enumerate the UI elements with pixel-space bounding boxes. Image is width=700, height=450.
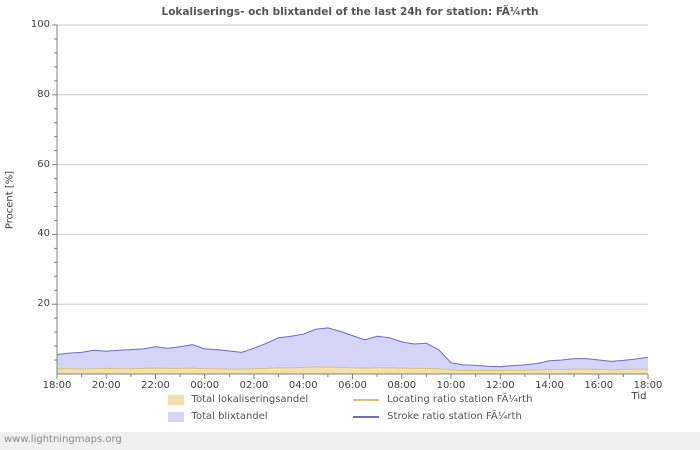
x-tick-label: 00:00 — [190, 380, 220, 391]
x-tick-label: 02:00 — [239, 380, 269, 391]
legend-item-total-blixtandel: Total blixtandel — [167, 411, 309, 422]
x-tick-label: 12:00 — [485, 380, 515, 391]
legend-item-total-lokaliseringsandel: Total lokaliseringsandel — [167, 394, 309, 405]
y-tick-label: 100 — [30, 19, 50, 30]
legend-grid: Total lokaliseringsandel Locating ratio … — [0, 394, 700, 422]
x-tick-label: 18:00 — [633, 380, 663, 391]
area-series-0 — [57, 327, 648, 374]
y-tick-label: 80 — [37, 88, 50, 100]
y-tick-label: 40 — [37, 228, 50, 240]
y-tick-label: 60 — [37, 158, 50, 170]
chart-title: Lokaliserings- och blixtandel of the las… — [161, 6, 539, 18]
x-tick-label: 14:00 — [535, 380, 564, 391]
x-tick-label: 04:00 — [288, 380, 318, 391]
x-tick-label: 08:00 — [387, 380, 417, 391]
area-series-1 — [57, 367, 648, 374]
legend-swatch-total-lokaliseringsandel — [167, 394, 184, 405]
x-tick-label: 16:00 — [584, 380, 614, 391]
legend-swatch-locating-ratio — [353, 398, 380, 401]
x-tick-label: 20:00 — [91, 380, 121, 391]
plot-area — [52, 24, 649, 379]
x-tick-label: 22:00 — [141, 380, 170, 391]
legend-swatch-total-blixtandel — [167, 411, 184, 422]
edge-series-0 — [56, 327, 649, 368]
x-tick-label: 10:00 — [436, 380, 466, 391]
x-axis-title: Tid — [631, 391, 647, 402]
edge-series-1 — [57, 366, 648, 371]
legend-swatch-stroke-ratio — [353, 415, 380, 418]
legend-label: Locating ratio station FÃ¼rth — [387, 394, 533, 405]
legend: Total lokaliseringsandel Locating ratio … — [0, 394, 700, 422]
x-tick-label: 18:00 — [42, 380, 72, 391]
legend-item-stroke-ratio: Stroke ratio station FÃ¼rth — [353, 411, 532, 422]
legend-item-locating-ratio: Locating ratio station FÃ¼rth — [353, 394, 532, 405]
legend-label: Total blixtandel — [191, 411, 268, 422]
x-tick-label: 06:00 — [338, 380, 367, 391]
watermark: www.lightningmaps.org — [4, 434, 122, 445]
footer-bar: www.lightningmaps.org — [0, 432, 700, 450]
legend-label: Stroke ratio station FÃ¼rth — [387, 411, 522, 422]
legend-label: Total lokaliseringsandel — [191, 394, 309, 405]
y-tick-label: 20 — [37, 298, 50, 310]
